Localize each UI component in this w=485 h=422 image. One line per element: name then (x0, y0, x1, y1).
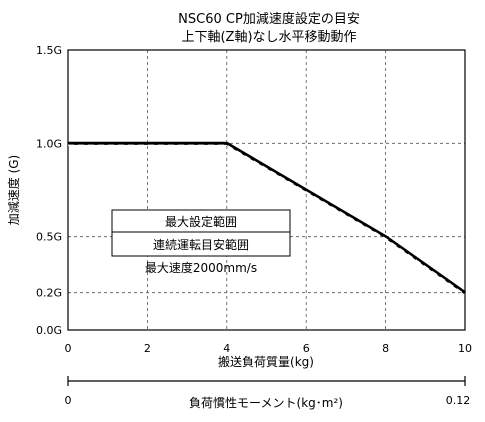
x-tick-label: 8 (382, 342, 389, 355)
chart-title: NSC60 CP加減速度設定の目安 (178, 11, 360, 27)
y-tick-label: 0.2G (36, 287, 62, 300)
legend-entry-max-range: 最大設定範囲 (165, 214, 237, 229)
y-tick-label: 0.0G (36, 324, 62, 337)
secondary-axis-min-label: 0 (65, 394, 72, 407)
secondary-axis: 0 0.12 負荷慣性モーメント(kg･m²) (65, 376, 471, 410)
y-tick-label: 0.5G (36, 231, 62, 244)
x-axis-label: 搬送負荷質量(kg) (218, 354, 314, 369)
x-tick-label: 6 (303, 342, 310, 355)
y-tick-label: 1.5G (36, 44, 62, 57)
series-line-max-range (68, 141, 466, 294)
plot-frame (67, 49, 466, 331)
x-tick-labels: 0 2 4 6 8 10 (65, 342, 473, 355)
chart-subtitle: 上下軸(Z軸)なし水平移動動作 (181, 30, 356, 45)
grid-lines (68, 50, 465, 330)
y-axis-label: 加減速度 (G) (6, 155, 21, 225)
x-tick-label: 2 (144, 342, 151, 355)
series-line-continuous-range (68, 144, 466, 296)
x-tick-label: 0 (65, 342, 72, 355)
legend-box-lower (111, 231, 291, 257)
legend-note-max-speed: 最大速度2000mm/s (145, 260, 257, 275)
secondary-axis-max-label: 0.12 (446, 394, 471, 407)
y-tick-label: 1.0G (36, 137, 62, 150)
legend-entry-continuous-range: 連続運転目安範囲 (153, 237, 249, 252)
y-tick-labels: 0.0G 0.2G 0.5G 1.0G 1.5G (36, 44, 62, 337)
secondary-axis-label: 負荷慣性モーメント(kg･m²) (189, 395, 343, 410)
legend: 最大設定範囲 連続運転目安範囲 最大速度2000mm/s (111, 209, 291, 275)
series-lines (68, 141, 466, 296)
x-tick-label: 10 (458, 342, 472, 355)
x-tick-label: 4 (223, 342, 230, 355)
